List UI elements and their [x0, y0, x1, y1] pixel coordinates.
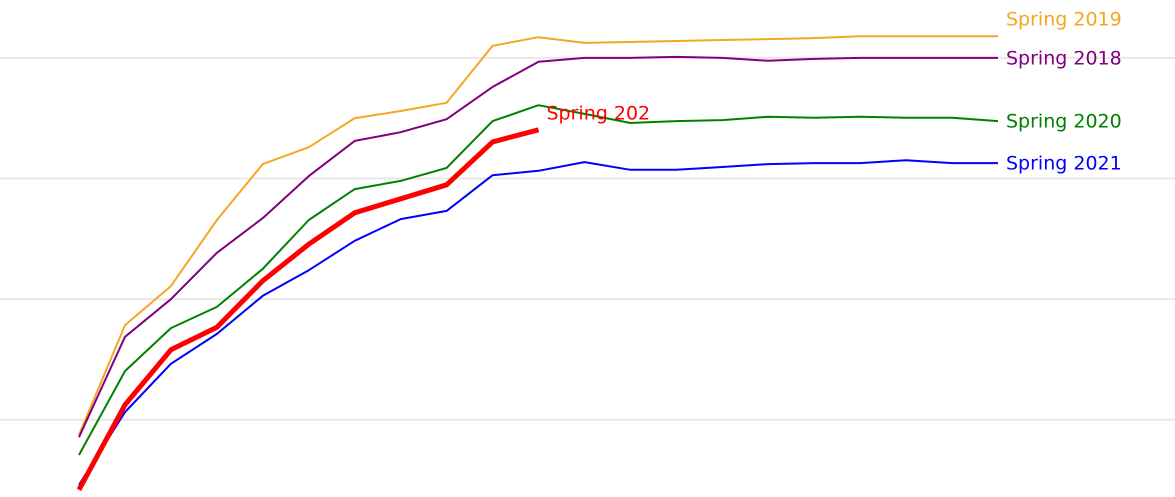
series-label: Spring 2021 — [1006, 153, 1122, 175]
series-line — [78, 35, 998, 436]
series-label: Spring 2018 — [1006, 47, 1122, 69]
series-line — [78, 55, 998, 438]
series-line — [78, 104, 999, 456]
series-line — [78, 159, 998, 486]
series-label: Spring 2019 — [1006, 9, 1122, 31]
series-label: Spring 202 — [547, 102, 651, 124]
series-line — [76, 127, 540, 491]
series-label: Spring 2020 — [1006, 111, 1122, 133]
